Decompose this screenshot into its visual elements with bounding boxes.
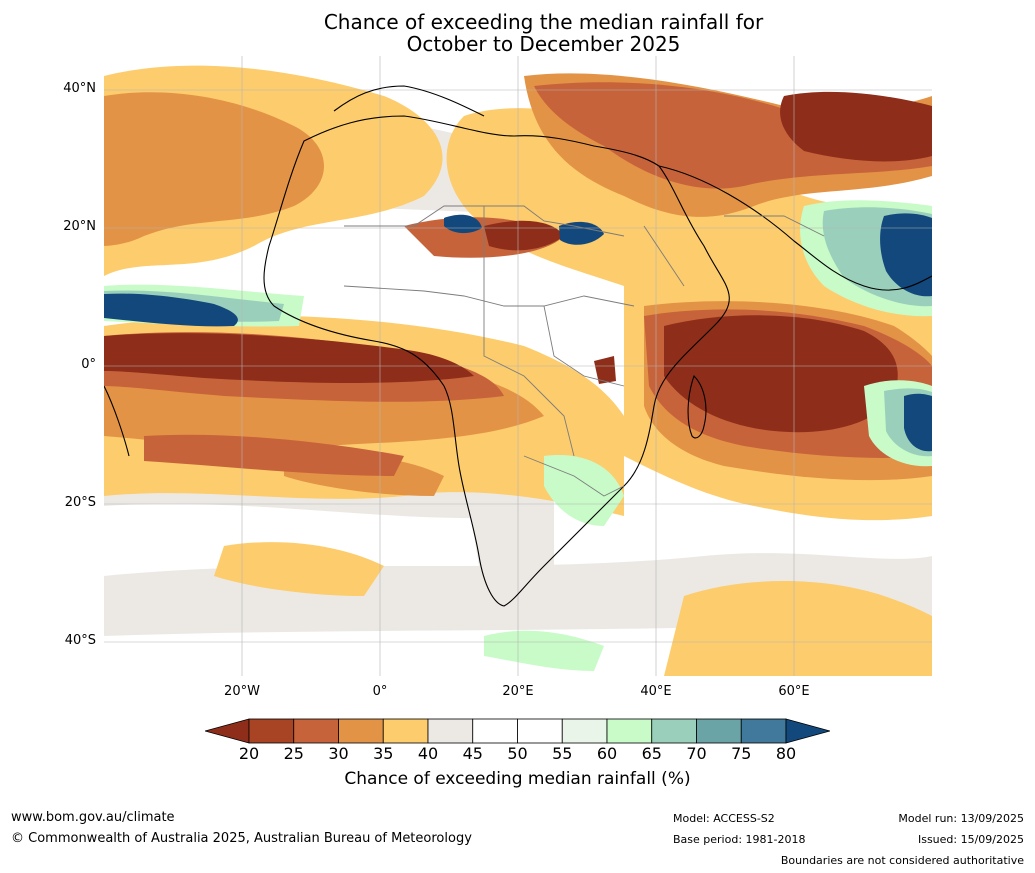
model-text: Model: ACCESS-S2 <box>673 812 775 825</box>
colorbar-tick-75: 75 <box>731 744 752 763</box>
lon-label-0: 0° <box>372 684 388 699</box>
map-title-line1: Chance of exceeding the median rainfall … <box>323 10 764 34</box>
lon-label-60e: 60°E <box>778 684 810 699</box>
colorbar <box>205 718 830 744</box>
colorbar-tick-25: 25 <box>283 744 304 763</box>
colorbar-tick-55: 55 <box>552 744 573 763</box>
colorbar-tick-40: 40 <box>417 744 439 763</box>
colorbar-box-45-50 <box>472 718 518 744</box>
colorbar-tick-20: 20 <box>238 744 260 763</box>
colorbar-box-20-25 <box>248 718 295 744</box>
colorbar-box-25-30 <box>293 718 339 744</box>
colorbar-extend-high <box>785 718 830 744</box>
graticule <box>104 56 932 676</box>
rainfall-probability-map <box>104 56 932 676</box>
colorbar-tick-30: 30 <box>328 744 349 763</box>
colorbar-box-40-45 <box>427 718 474 744</box>
coastlines <box>104 85 932 607</box>
colorbar-box-35-40 <box>382 718 429 744</box>
colorbar-tick-50: 50 <box>507 744 528 763</box>
map-title-line2: October to December 2025 <box>406 32 681 56</box>
website-link[interactable]: www.bom.gov.au/climate <box>11 810 175 825</box>
colorbar-box-50-55 <box>517 718 563 744</box>
colorbar-tick-35: 35 <box>373 744 394 763</box>
lon-label-20w: 20°W <box>224 684 260 699</box>
colorbar-tick-65: 65 <box>641 744 662 763</box>
colorbar-tick-45: 45 <box>462 744 483 763</box>
colorbar-box-75-80 <box>740 718 787 744</box>
lat-label-0: 0° <box>81 357 96 372</box>
dark-red-regions <box>104 91 932 433</box>
colorbar-title: Chance of exceeding median rainfall (%) <box>344 769 691 789</box>
colorbar-extend-low <box>205 718 250 744</box>
colorbar-tick-60: 60 <box>596 744 618 763</box>
colorbar-box-70-75 <box>696 718 742 744</box>
country-borders <box>343 205 825 497</box>
copyright-text: © Commonwealth of Australia 2025, Austra… <box>11 831 472 846</box>
lat-label-20n: 20°N <box>63 219 96 234</box>
dark-blue-regions <box>104 213 932 452</box>
lon-label-20e: 20°E <box>502 684 534 699</box>
lon-label-40e: 40°E <box>640 684 672 699</box>
issued-text: Issued: 15/09/2025 <box>917 833 1024 846</box>
colorbar-box-65-70 <box>651 718 697 744</box>
lat-label-40n: 40°N <box>63 81 96 96</box>
base-period-text: Base period: 1981-2018 <box>673 833 806 846</box>
colorbar-box-55-60 <box>561 718 608 744</box>
colorbar-tick-80: 80 <box>775 744 797 763</box>
colorbar-tick-70: 70 <box>686 744 707 763</box>
disclaimer-text: Boundaries are not considered authoritat… <box>780 854 1024 867</box>
model-run-text: Model run: 13/09/2025 <box>898 812 1024 825</box>
colorbar-box-30-35 <box>338 718 384 744</box>
lat-label-20s: 20°S <box>64 495 96 510</box>
lat-label-40s: 40°S <box>64 633 96 648</box>
colorbar-box-60-65 <box>606 718 653 744</box>
